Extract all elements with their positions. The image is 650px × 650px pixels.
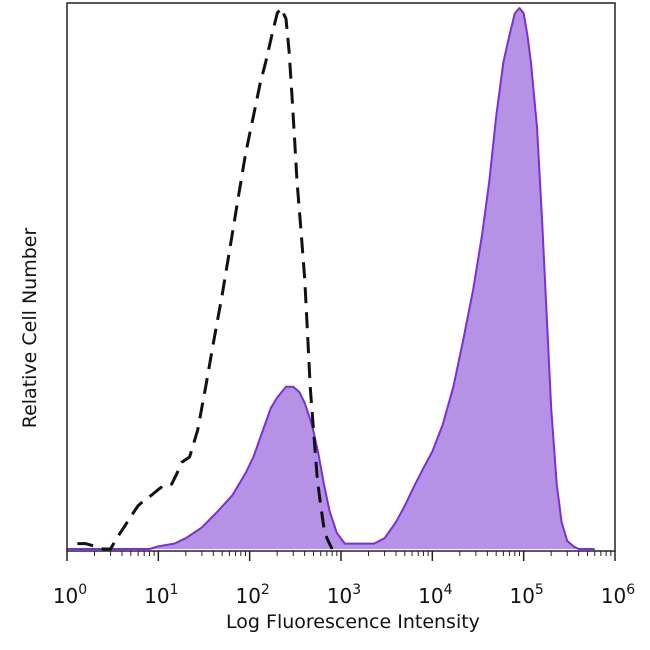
x-tick-label: 100: [53, 582, 87, 608]
x-tick-label: 105: [509, 582, 543, 608]
x-tick-label: 101: [144, 582, 178, 608]
series-1-area: [67, 8, 595, 549]
x-axis-ticks: 100 101 102 103 104 105 106: [53, 551, 635, 608]
x-tick-label: 103: [327, 582, 361, 608]
series-1-line: [67, 7, 595, 550]
x-axis-title: Log Fluorescence Intensity: [226, 611, 480, 633]
y-axis-title: Relative Cell Number: [19, 228, 41, 429]
plot-area: [67, 6, 595, 551]
x-tick-label: 104: [418, 582, 452, 608]
x-tick-label: 102: [235, 582, 269, 608]
x-tick-label: 106: [601, 582, 635, 608]
series-0-line: [77, 6, 334, 551]
